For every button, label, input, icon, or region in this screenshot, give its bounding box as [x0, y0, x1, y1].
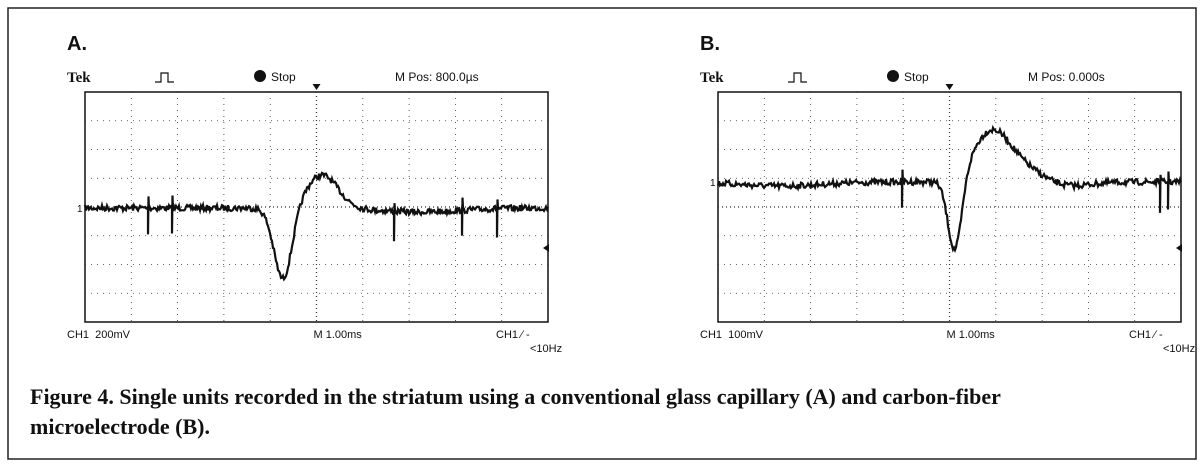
scope-state: Stop	[904, 70, 929, 84]
timebase: M 1.00ms	[314, 329, 363, 341]
trigger-arrow	[946, 84, 954, 90]
timebase: M 1.00ms	[947, 329, 996, 341]
trigger-pulse-icon	[788, 73, 807, 82]
filter-setting: <10Hz	[1163, 343, 1195, 355]
stop-icon	[887, 70, 899, 82]
scope-brand: Tek	[67, 70, 91, 86]
channel-marker: 1	[710, 178, 716, 189]
panel-label: B.	[700, 33, 720, 55]
scope-frame	[718, 92, 1181, 322]
scope-position: M Pos: 0.000s	[1028, 70, 1105, 84]
filter-setting: <10Hz	[530, 343, 562, 355]
scope-position: M Pos: 800.0µs	[395, 70, 479, 84]
caption: Figure 4. Single units recorded in the s…	[30, 382, 1020, 442]
channel-marker: 1	[77, 204, 83, 215]
scope-brand: Tek	[700, 70, 724, 86]
level-arrow	[1176, 244, 1182, 252]
panel-label: A.	[67, 33, 87, 55]
channel-scale: CH1 100mV	[700, 329, 764, 341]
trigger-setting: CH1 ∕ -	[1129, 329, 1163, 341]
trigger-setting: CH1 ∕ -	[496, 329, 530, 341]
channel-scale: CH1 200mV	[67, 329, 131, 341]
scope-state: Stop	[271, 70, 296, 84]
stop-icon	[254, 70, 266, 82]
trigger-pulse-icon	[155, 73, 174, 82]
trigger-arrow	[313, 84, 321, 90]
level-arrow	[543, 244, 549, 252]
page: A. Tek Stop M Pos: 800.0µs 1 CH1 200mV M 1.00m…	[0, 0, 1204, 466]
